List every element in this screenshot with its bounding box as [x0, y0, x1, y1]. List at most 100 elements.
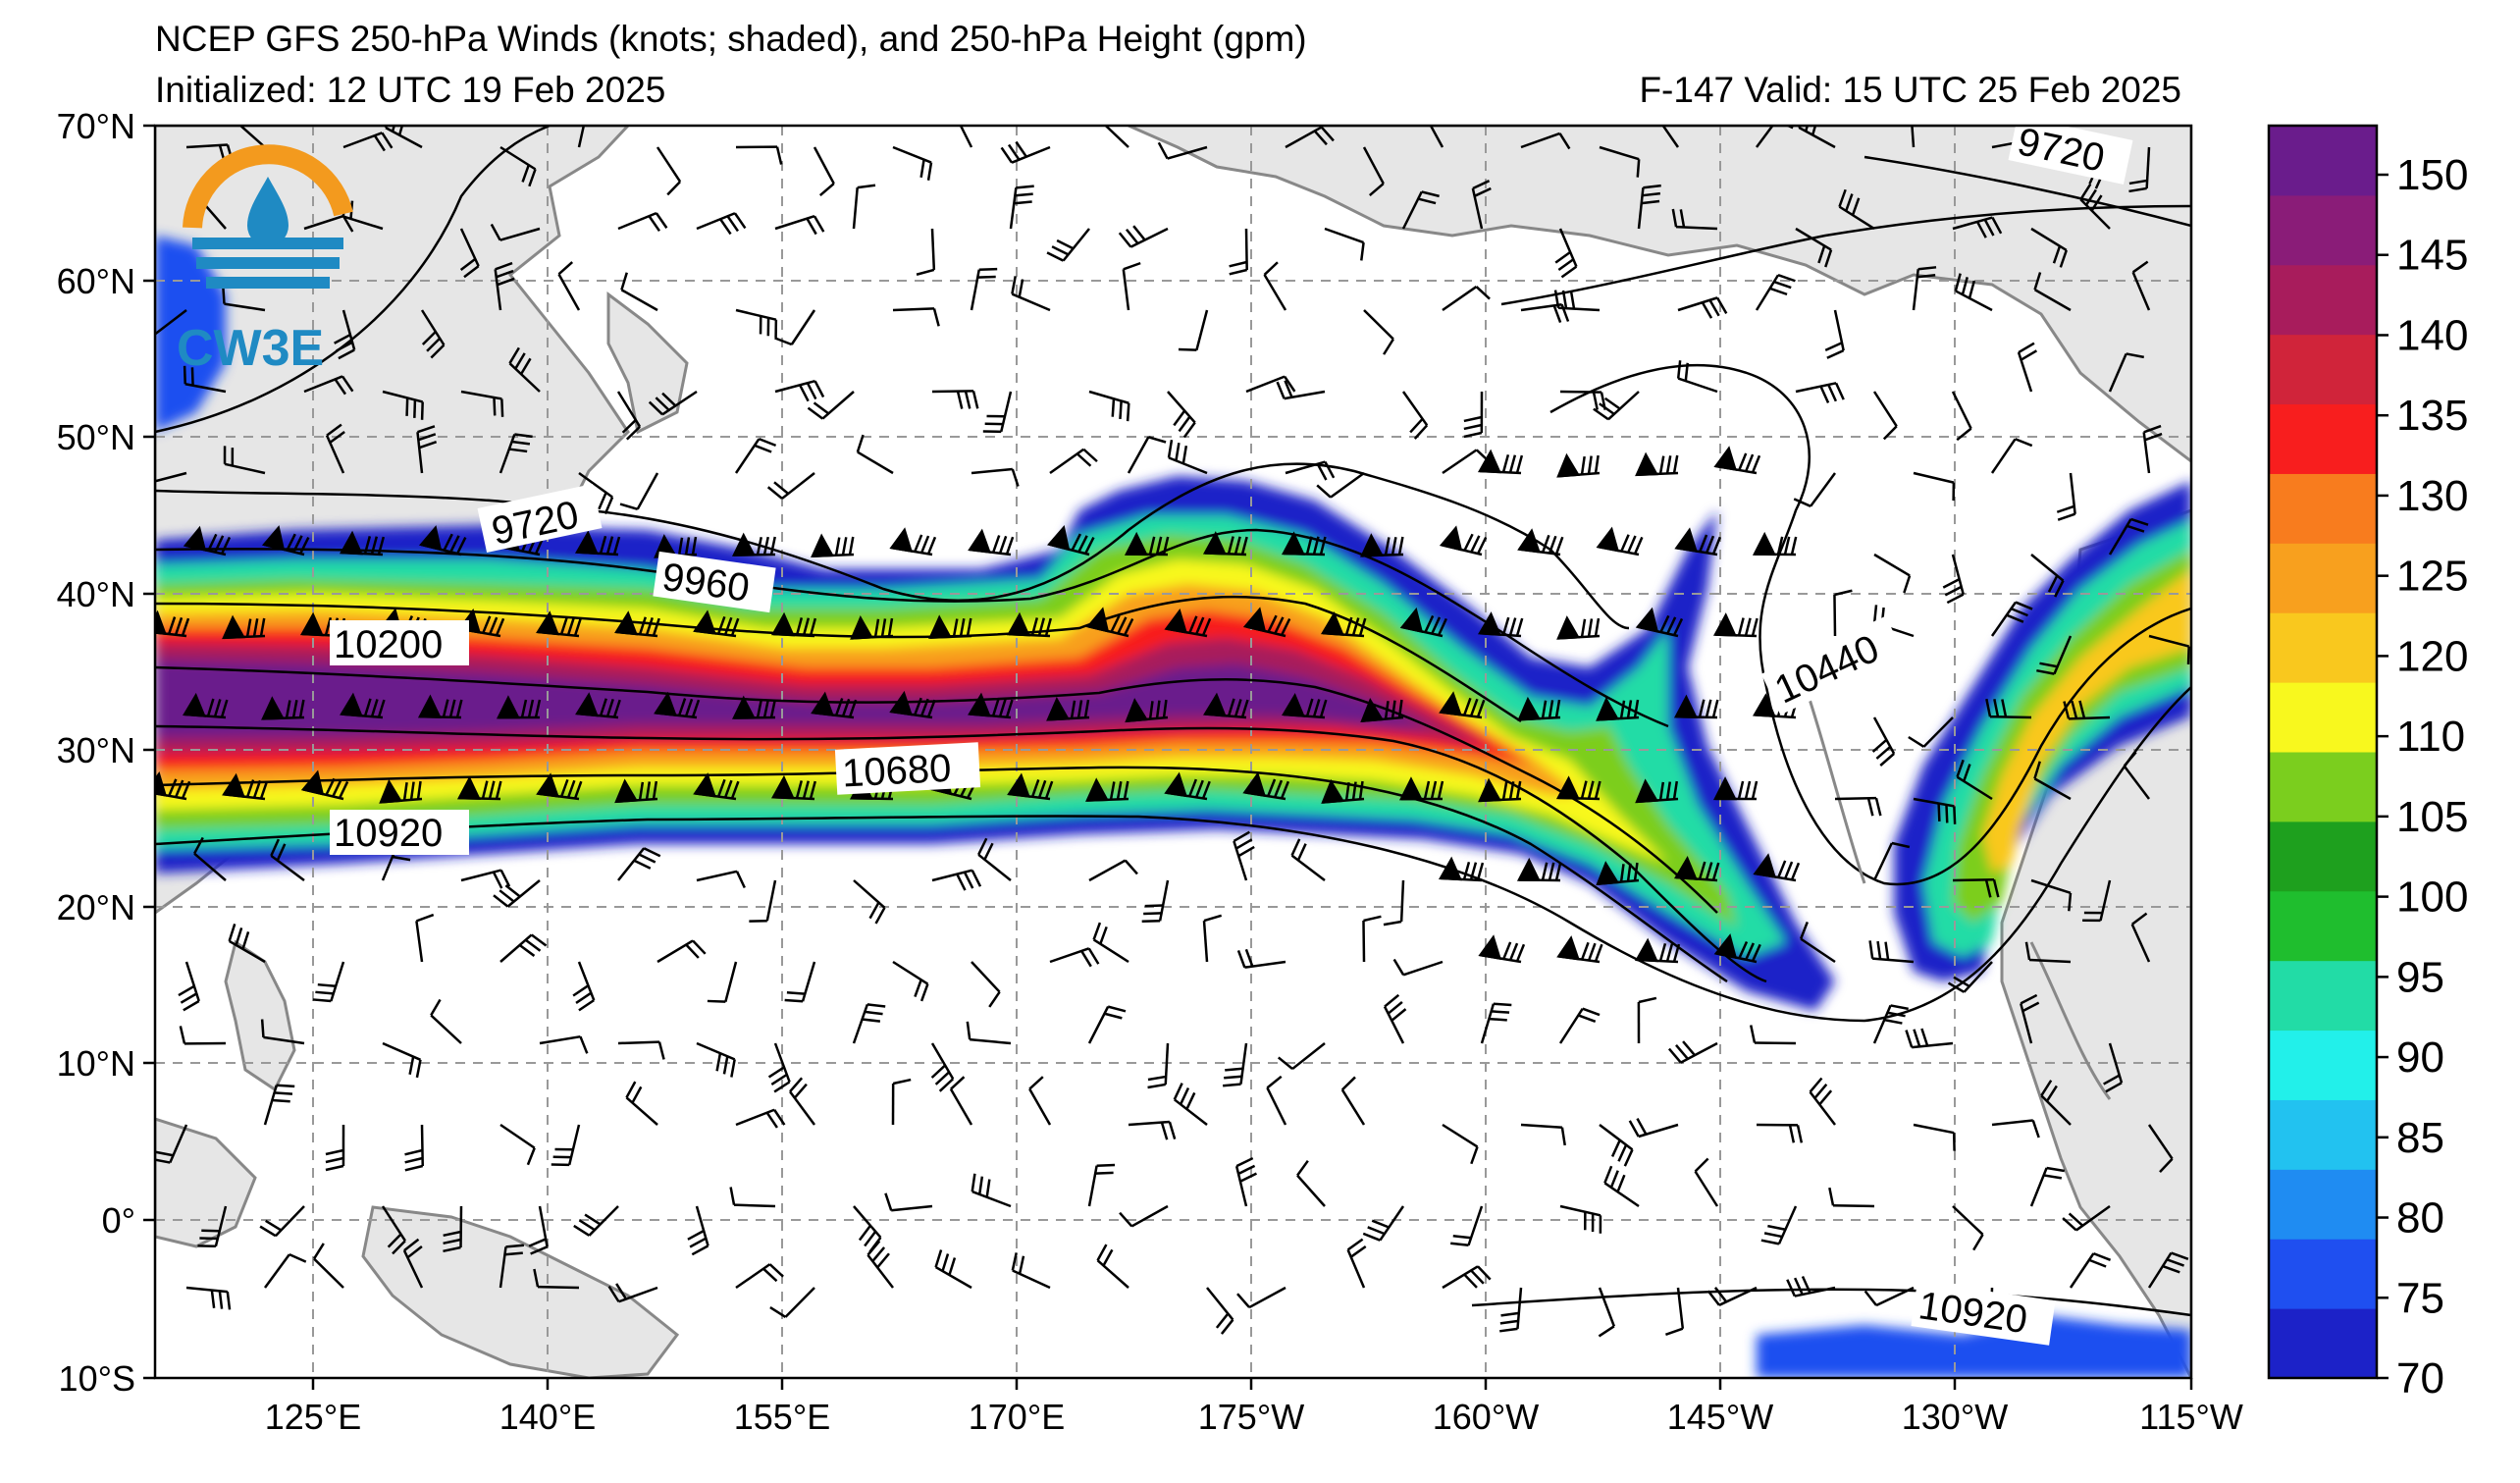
wind-barb [1749, 1025, 1797, 1045]
colorbar-swatch [2269, 473, 2377, 544]
wind-barb [749, 879, 777, 923]
wind-barb [577, 126, 590, 148]
wind-barb [1868, 940, 1915, 964]
wind-barb [312, 961, 345, 1003]
wind-barb [971, 961, 1001, 1008]
wind-barb [1392, 958, 1444, 977]
wind-barb [1157, 141, 1208, 160]
wind-barb [1752, 531, 1798, 556]
wind-barb [2069, 1251, 2112, 1289]
wind-barb [1873, 553, 1912, 594]
wind-barb [1671, 208, 1718, 231]
wind-barb [183, 365, 227, 394]
wind-barb [1202, 531, 1248, 556]
wind-barb [767, 1042, 791, 1093]
wind-barb [1122, 261, 1141, 311]
wind-barb [536, 772, 583, 801]
colorbar-swatch [2269, 403, 2377, 474]
wind-barb [1229, 228, 1248, 276]
wind-barb [261, 696, 305, 720]
wind-barb [1786, 1275, 1836, 1298]
wind-barb [222, 286, 266, 312]
wind-barb [1471, 180, 1492, 230]
wind-barb [1478, 934, 1526, 964]
wind-barb [261, 525, 310, 556]
wind-barb [263, 1253, 307, 1289]
colorbar-tick-label: 95 [2396, 953, 2444, 1001]
logo-text: CW3E [177, 320, 324, 377]
wind-barb [2020, 993, 2040, 1044]
wind-barb [1011, 1252, 1051, 1290]
colorbar-swatch [2269, 890, 2377, 962]
wind-barb [1635, 451, 1679, 477]
wind-barb [1833, 589, 1853, 637]
wind-barb [1553, 290, 1601, 312]
wind-barb [1676, 360, 1718, 394]
wind-barb [2148, 634, 2190, 665]
wind-barb [1913, 471, 1956, 502]
wind-barb [735, 308, 778, 339]
colorbar: 70 75 80 85 90 95 100 105 110 120 125 130 135 140 145 1… [2267, 124, 2468, 1403]
wind-barb [303, 214, 354, 233]
lon-label: 175°W [1198, 1397, 1304, 1437]
wind-barb [325, 1124, 345, 1172]
wind-barb [693, 609, 740, 638]
wind-barb [2108, 517, 2149, 556]
wind-barb [2128, 146, 2151, 193]
colorbar-swatch [2269, 126, 2377, 196]
logo-drop-icon [247, 177, 289, 246]
lat-label: 40°N [57, 574, 135, 614]
wind-barb [1296, 1159, 1326, 1207]
wind-barb [1223, 1042, 1248, 1087]
wind-barb [1085, 607, 1134, 638]
wind-barb [770, 774, 816, 801]
wind-barb [578, 471, 614, 514]
wind-barb [1007, 772, 1054, 801]
wind-barb [459, 228, 480, 279]
wind-barb [197, 1205, 228, 1248]
wind-barb [1164, 608, 1212, 638]
colorbar-tick-label: 80 [2396, 1194, 2444, 1243]
lon-label: 140°E [499, 1397, 596, 1437]
wind-barb [1947, 961, 1993, 993]
wind-barb [533, 1268, 580, 1290]
wind-barb [696, 1041, 736, 1078]
wind-barb [616, 391, 642, 441]
wind-barb [1362, 915, 1382, 963]
wind-barb [620, 272, 658, 312]
wind-barb [312, 1243, 344, 1289]
wind-barb [949, 1076, 973, 1126]
wind-barb [1478, 777, 1522, 803]
wind-barb [404, 1124, 424, 1172]
wind-barb [1985, 698, 2032, 719]
wind-barb [1559, 1204, 1602, 1234]
height-contours [155, 126, 2191, 1317]
wind-barb [263, 1084, 295, 1126]
wind-barb [1450, 1205, 1484, 1247]
wind-barb [382, 390, 424, 420]
wind-barb [928, 614, 972, 639]
wind-barb [1838, 188, 1875, 231]
wind-barb [2147, 1124, 2174, 1174]
wind-barb [1908, 716, 1954, 748]
wind-barb [1556, 935, 1603, 964]
wind-barb [499, 433, 533, 474]
colorbar-tick-label: 125 [2396, 553, 2468, 601]
wind-barb [1872, 841, 1911, 881]
wind-barb [496, 695, 542, 719]
wind-barb [1383, 879, 1405, 927]
wind-barb [1795, 382, 1845, 403]
wind-barb [1517, 528, 1564, 556]
wind-barb [1834, 796, 1882, 817]
wind-barb [2017, 342, 2038, 393]
contour-label-10920-west: 10920 [334, 812, 443, 855]
wind-barb [2056, 472, 2076, 521]
wind-barb [1872, 1004, 1909, 1044]
wind-barb [573, 1205, 619, 1237]
wind-barb [729, 1187, 776, 1208]
wind-barb [807, 391, 855, 420]
wind-barb [430, 998, 462, 1044]
wind-barb [1277, 1042, 1326, 1071]
wind-barb [508, 346, 541, 393]
wind-barb [2036, 635, 2073, 675]
